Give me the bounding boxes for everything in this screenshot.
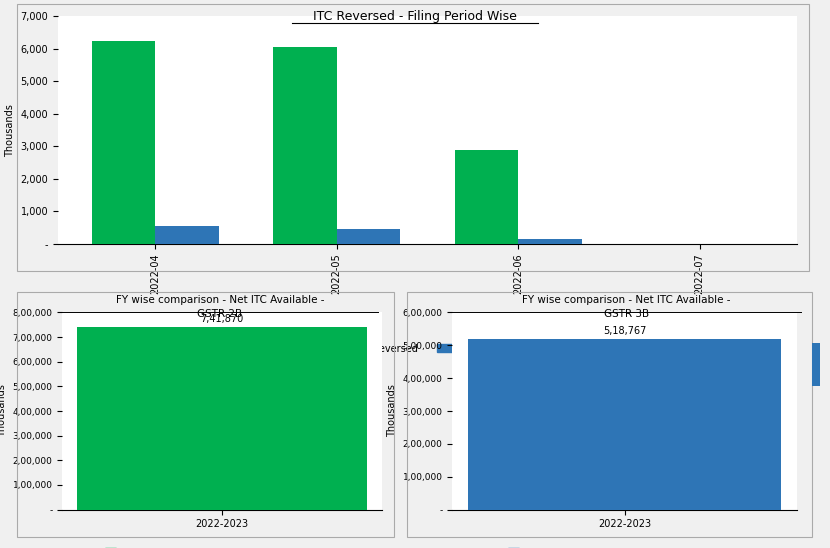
Bar <box>91 41 155 244</box>
Text: FY wise comparison - Net ITC Available -
GSTR 2B: FY wise comparison - Net ITC Available -… <box>115 295 325 319</box>
Legend: Net ITC Available (Excluding Import of services): Net ITC Available (Excluding Import of s… <box>505 544 745 548</box>
Text: 5,18,767: 5,18,767 <box>603 327 647 336</box>
Bar <box>337 229 400 244</box>
Text: 7,41,870: 7,41,870 <box>200 314 244 324</box>
Y-axis label: Thousands: Thousands <box>0 385 7 437</box>
Bar <box>155 226 219 244</box>
Text: FY wise comparison - Net ITC Available -
GSTR 3B: FY wise comparison - Net ITC Available -… <box>522 295 731 319</box>
Y-axis label: Thousands: Thousands <box>5 104 15 157</box>
Bar <box>273 47 337 244</box>
Bar <box>468 339 781 510</box>
Bar <box>455 150 518 244</box>
Text: ITC Reversed - Filing Period Wise: ITC Reversed - Filing Period Wise <box>313 10 517 23</box>
Y-axis label: Thousands: Thousands <box>387 385 397 437</box>
Legend: 2B - ITC (₹) - ITC Reversed, 3B - ITC (₹) - ITC Reversed: 2B - ITC (₹) - ITC Reversed, 3B - ITC (₹… <box>264 339 591 357</box>
Legend: Net ITC Available (Excluding Import of services): Net ITC Available (Excluding Import of s… <box>102 544 342 548</box>
Bar <box>518 239 582 244</box>
